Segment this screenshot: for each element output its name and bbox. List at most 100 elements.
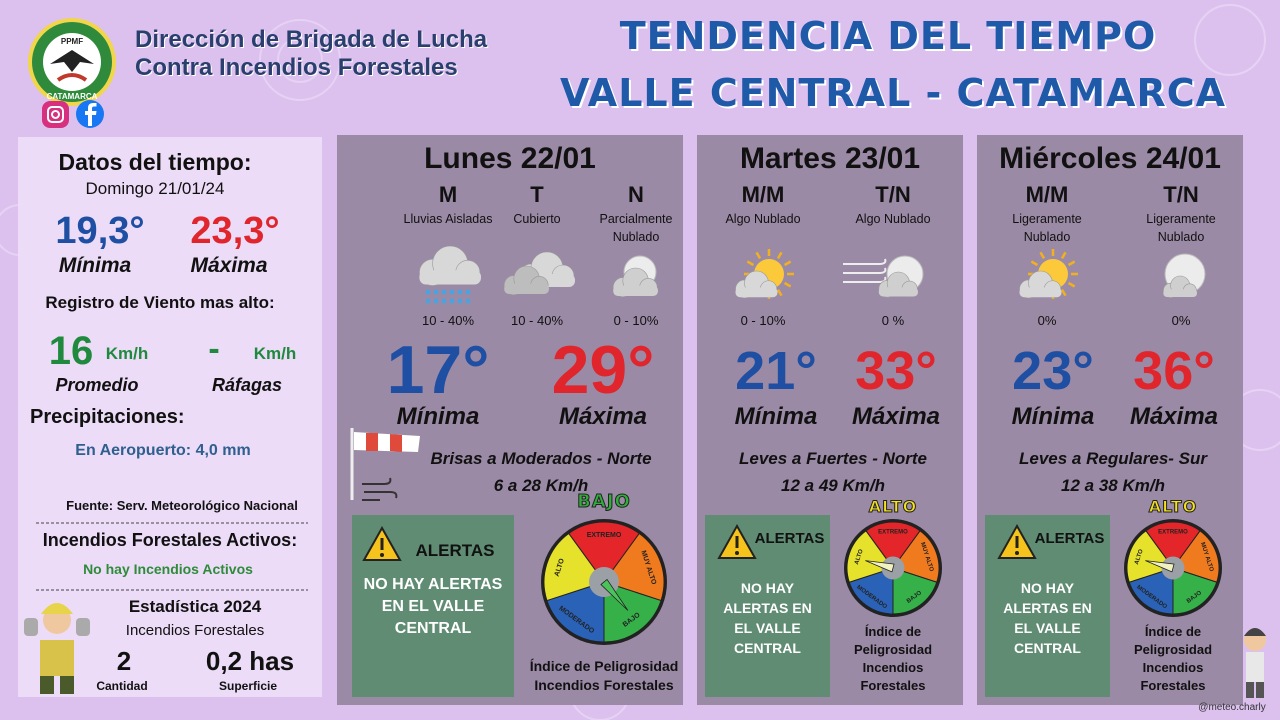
wind-unit: Km/h: [105, 344, 149, 363]
rain-drop: [457, 289, 463, 295]
period-desc: Algo Nublado: [855, 212, 931, 226]
danger-level: BAJO: [577, 491, 631, 512]
alert-text: NO HAY ALERTAS EN EL VALLE CENTRAL: [1003, 580, 1092, 656]
period-prob: 0 - 10%: [613, 313, 659, 328]
sun-ray: [776, 288, 783, 297]
rain-drop: [449, 289, 455, 295]
max-label: Máxima: [1129, 403, 1219, 430]
cloud-part: [613, 285, 658, 296]
gauge-segment: [848, 567, 894, 615]
cloud-part: [1019, 287, 1062, 298]
index-label: Índice de Peligrosidad Incendios Foresta…: [853, 624, 933, 693]
period-prob: 10 - 40%: [421, 313, 475, 328]
rain-drop: [457, 298, 463, 304]
fires-title: Incendios Forestales Activos:: [42, 530, 298, 550]
period-prob: 0%: [1037, 313, 1057, 328]
max-value: 33°: [855, 340, 937, 401]
min-value: 19,3°: [55, 210, 145, 252]
cloud-part: [419, 270, 481, 285]
sun-ray: [1039, 251, 1046, 260]
wind-desc: Leves a Fuertes - Norte: [738, 449, 927, 468]
instagram-icon[interactable]: [42, 101, 69, 128]
warning-mark: [1015, 536, 1019, 548]
gauge-segment: [543, 532, 605, 602]
logo-top: PPMF: [61, 37, 83, 46]
min-label: Mínima: [396, 403, 480, 430]
wind-gust: -: [208, 330, 220, 368]
area-label: Superficie: [218, 679, 278, 693]
sun-ray: [755, 251, 762, 260]
rain-drop: [425, 289, 431, 295]
sun-ray: [783, 281, 792, 288]
min-value: 17°: [386, 332, 490, 409]
rain-drop: [449, 298, 455, 304]
gauge-segment: [846, 530, 894, 583]
rain-drop: [465, 298, 471, 304]
period-code: N: [628, 182, 644, 207]
min-value: 23°: [1012, 340, 1094, 401]
wind-desc: Brisas a Moderados - Norte: [430, 449, 652, 468]
gauge-segment: [892, 530, 940, 583]
day-title: Miércoles 24/01: [999, 142, 1221, 175]
wind-icon: [843, 267, 887, 274]
gauge-segment: [892, 567, 938, 615]
warning-mark: [735, 536, 739, 548]
period-code: M: [438, 182, 458, 207]
min-label: Mínima: [1011, 403, 1095, 430]
period-code: M/M: [1025, 182, 1069, 207]
gauge-needle: [865, 560, 895, 573]
cloud-icon: [419, 245, 481, 286]
max-value: 23,3°: [190, 210, 280, 252]
warning-mark: [380, 538, 384, 550]
logo: PPMF CATAMARCA: [28, 18, 116, 106]
page-title: VALLE CENTRAL - CATAMARCA: [559, 71, 1227, 115]
danger-level: ALTO: [868, 497, 918, 517]
wind-icon: [843, 258, 887, 265]
period-prob: 0 - 10%: [740, 313, 786, 328]
period-code: T/N: [875, 182, 911, 207]
stats-subtitle: Incendios Forestales: [125, 622, 265, 639]
source: Fuente: Serv. Meteorológico Nacional: [66, 498, 298, 513]
period-code: M/M: [741, 182, 785, 207]
gauge-label: ALTO: [854, 548, 865, 565]
gauge-label: EXTREMO: [1158, 530, 1188, 536]
danger-level: ALTO: [1148, 497, 1198, 517]
warning-mark: [1015, 551, 1019, 555]
count-label: Cantidad: [96, 679, 148, 693]
period-prob: 0%: [1171, 313, 1191, 328]
gauge-segment: [568, 521, 640, 583]
cloud-icon: [878, 271, 918, 298]
min-label: Mínima: [734, 403, 818, 430]
index-label: Índice de Peligrosidad Incendios Foresta…: [529, 658, 679, 693]
cloud-icon: [612, 267, 658, 298]
cloud-part: [735, 287, 778, 298]
wind-unit: Km/h: [253, 344, 297, 363]
sun-ray: [1067, 281, 1076, 288]
precip-text: En Aeropuerto: 4,0 mm: [75, 442, 251, 459]
period-prob: 10 - 40%: [510, 313, 564, 328]
gust-label: Ráfagas: [211, 375, 283, 395]
credit: @meteo.charly: [1198, 702, 1266, 713]
alert-title: ALERTAS: [415, 541, 495, 560]
day-title: Martes 23/01: [739, 142, 921, 175]
rain-drop: [433, 289, 439, 295]
warning-mark: [735, 551, 739, 555]
summary-title: Datos del tiempo:: [58, 149, 252, 175]
avg-label: Promedio: [55, 375, 139, 395]
gauge-label: EXTREMO: [878, 530, 908, 536]
alert-title: ALERTAS: [754, 530, 825, 547]
logo-bottom: CATAMARCA: [47, 92, 98, 101]
period-desc: Algo Nublado: [725, 212, 801, 226]
rain-drop: [465, 289, 471, 295]
wind-desc: Leves a Regulares- Sur: [1018, 449, 1208, 468]
summary-date: Domingo 21/01/24: [85, 179, 225, 198]
wind-speed: 12 a 38 Km/h: [1061, 476, 1165, 495]
sun-ray: [1030, 260, 1039, 267]
precip-title: Precipitaciones:: [30, 406, 185, 428]
cloud-part: [1163, 289, 1197, 297]
org-name: Dirección de Brigada de Lucha: [135, 26, 488, 53]
period-desc: Lluvias Aisladas: [403, 212, 493, 226]
period-prob: 0 %: [881, 313, 905, 328]
